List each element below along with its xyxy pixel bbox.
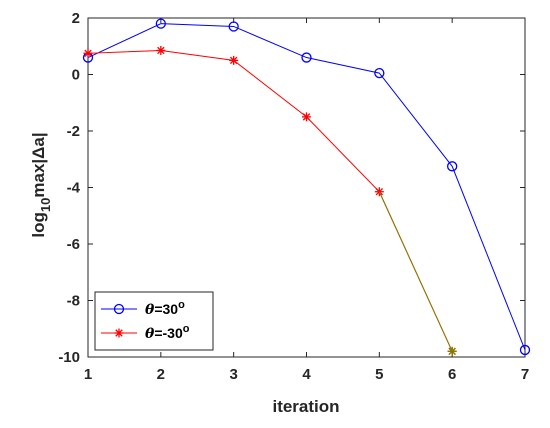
y-axis-label-suffix: max|Δa| xyxy=(29,132,48,197)
data-point xyxy=(301,52,312,63)
data-point xyxy=(374,67,385,79)
data-point xyxy=(228,21,239,32)
series-1 xyxy=(82,18,531,356)
y-tick-label: 0 xyxy=(72,67,80,84)
overlay-segment xyxy=(378,191,453,352)
y-tick-label: 2 xyxy=(72,10,80,27)
y-axis-label: log10max|Δa| xyxy=(29,132,53,237)
x-tick-label: 2 xyxy=(157,366,165,383)
y-tick-label: -8 xyxy=(67,293,80,310)
legend-marker xyxy=(114,328,124,338)
series-line xyxy=(87,23,526,351)
x-tick-label: 1 xyxy=(84,366,92,383)
x-tick-label: 7 xyxy=(521,366,529,383)
legend-entry: θ=30o xyxy=(145,299,185,318)
x-axis-label: iteration xyxy=(272,397,339,416)
legend-box xyxy=(94,291,214,351)
data-point xyxy=(447,161,458,172)
y-axis-label-subscript: 10 xyxy=(38,198,53,212)
y-tick-label: -6 xyxy=(67,236,80,253)
y-tick-label: -10 xyxy=(58,349,80,366)
x-tick-label: 5 xyxy=(375,366,383,383)
data-point xyxy=(155,18,166,29)
x-tick-label: 3 xyxy=(229,366,237,383)
svg-text:log10max|Δa|: log10max|Δa| xyxy=(29,132,53,237)
data-point xyxy=(83,48,93,58)
y-axis-label-prefix: log xyxy=(29,212,48,238)
legend-entry: θ=-30o xyxy=(145,323,190,342)
data-point xyxy=(229,55,239,65)
x-tick-label: 6 xyxy=(448,366,456,383)
data-point xyxy=(519,344,531,356)
data-point xyxy=(302,112,311,122)
legend: θ=30o θ=-30o xyxy=(94,291,214,351)
y-tick-label: -2 xyxy=(67,123,80,140)
legend-marker xyxy=(113,303,125,315)
overlay-point xyxy=(447,346,457,356)
y-tick-label: -4 xyxy=(67,180,81,197)
data-point xyxy=(156,45,166,55)
x-tick-label: 4 xyxy=(302,366,311,383)
